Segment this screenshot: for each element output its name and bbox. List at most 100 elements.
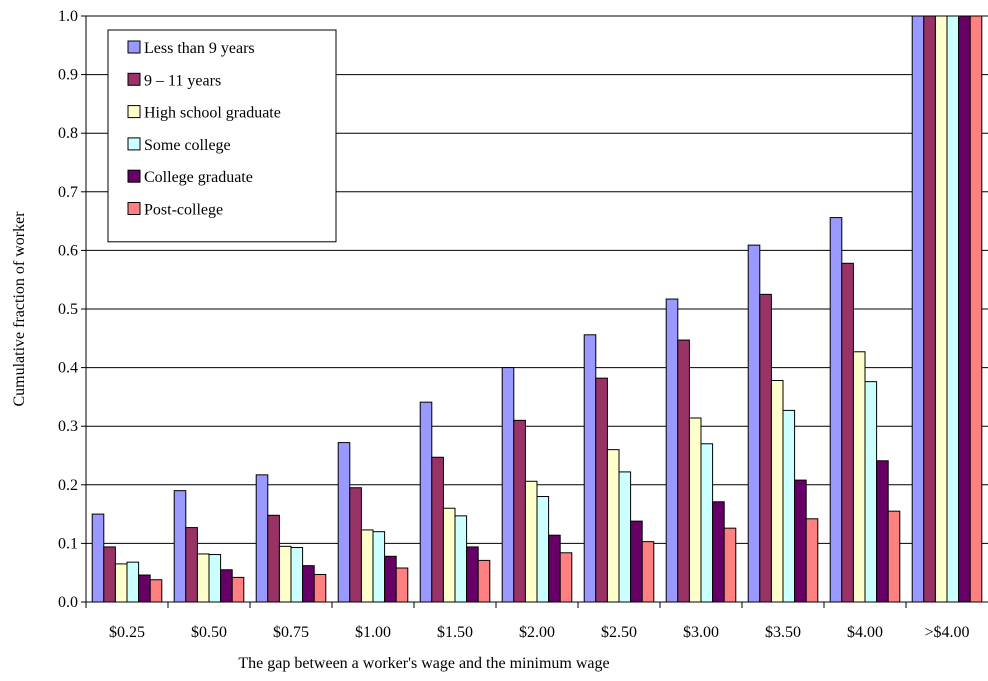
x-axis-title: The gap between a worker's wage and the … — [238, 655, 609, 672]
bar — [969, 15, 983, 603]
y-tick-label: 0.9 — [58, 67, 78, 84]
bar — [138, 574, 151, 603]
y-tick-label: 0.1 — [58, 535, 78, 552]
bar — [688, 417, 702, 603]
bar — [606, 449, 620, 603]
x-tick-label: $0.25 — [109, 624, 145, 641]
bar — [712, 501, 725, 603]
bar — [805, 518, 819, 603]
legend-swatch — [127, 40, 141, 54]
bar — [641, 541, 655, 603]
bar — [185, 527, 198, 603]
legend-swatch — [127, 72, 141, 86]
y-tick-label: 0.5 — [58, 301, 78, 318]
legend-label: Post-college — [144, 202, 223, 219]
bar — [173, 490, 187, 603]
bar — [126, 561, 140, 603]
legend-swatch — [127, 137, 141, 151]
x-tick-label: $1.00 — [355, 624, 391, 641]
y-axis-title: Cumulative fraction of worker — [11, 211, 28, 407]
x-tick-label: >$4.00 — [924, 624, 969, 641]
legend-swatch — [127, 202, 141, 215]
bar — [442, 507, 456, 603]
x-tick-label: $2.00 — [519, 624, 555, 641]
y-tick-label: 0.0 — [58, 594, 78, 611]
x-tick-label: $2.50 — [601, 624, 637, 641]
bar — [395, 567, 409, 603]
bar — [466, 546, 479, 603]
bar — [231, 576, 245, 603]
bar — [864, 381, 878, 603]
bar — [349, 487, 362, 603]
bars — [91, 15, 983, 603]
bar — [794, 479, 807, 603]
x-tick-label: $0.75 — [273, 624, 309, 641]
bar — [372, 531, 386, 603]
bar — [876, 460, 889, 603]
y-tick-label: 0.6 — [58, 242, 78, 259]
bar — [91, 513, 105, 603]
bar — [618, 471, 632, 603]
bar — [841, 262, 854, 603]
legend-box — [107, 29, 337, 243]
bar — [911, 15, 925, 603]
bar — [759, 293, 772, 603]
legend-swatch — [127, 105, 141, 119]
bar — [267, 514, 280, 603]
bar — [302, 565, 315, 603]
bar — [513, 419, 526, 603]
legend: Less than 9 years 9 – 11 years High school… — [107, 29, 337, 243]
y-tick-label: 0.2 — [58, 477, 78, 494]
bar — [337, 442, 351, 603]
bar — [595, 377, 608, 603]
bar — [747, 244, 761, 603]
bar — [630, 520, 643, 603]
bar — [114, 563, 128, 603]
x-tick-label: $3.50 — [765, 624, 801, 641]
bar — [290, 547, 304, 603]
legend-label: Less than 9 years — [144, 40, 255, 57]
bar — [149, 579, 163, 603]
bar — [536, 496, 550, 603]
y-tick-label: 1.0 — [58, 8, 78, 25]
bar — [313, 573, 327, 603]
bar — [677, 339, 690, 603]
y-tick-label: 0.8 — [58, 125, 78, 142]
x-tick-label: $1.50 — [437, 624, 473, 641]
legend-label: Some college — [144, 137, 231, 154]
bar — [958, 15, 971, 603]
y-tick-label: 0.3 — [58, 418, 78, 435]
bar — [548, 534, 561, 603]
bar — [782, 409, 796, 603]
axes: 0.0 0.1 0.2 0.3 0.4 0.5 0.6 0.7 0.8 0.9 1.0 $0.25 $0… — [58, 8, 988, 641]
x-tick-label: $3.00 — [683, 624, 719, 641]
legend-label: High school graduate — [144, 105, 281, 122]
bar — [208, 554, 222, 603]
legend-label: 9 – 11 years — [144, 72, 221, 89]
bar — [220, 569, 233, 603]
x-tick-label: $4.00 — [847, 624, 883, 641]
bar — [360, 529, 374, 603]
bar — [454, 515, 468, 603]
bar — [255, 474, 269, 603]
bar — [431, 456, 444, 603]
bar — [524, 480, 538, 603]
bar — [501, 367, 515, 603]
bar — [946, 15, 960, 603]
bar — [583, 334, 597, 603]
bar — [559, 552, 573, 603]
x-tick-label: $0.50 — [191, 624, 227, 641]
bar — [829, 217, 843, 603]
bar — [103, 546, 116, 603]
bar — [852, 351, 866, 603]
bar — [384, 555, 397, 603]
bar — [665, 298, 679, 603]
bar — [723, 527, 737, 603]
legend-swatch — [127, 169, 141, 183]
bar — [419, 401, 433, 603]
bar — [887, 510, 901, 603]
bar — [934, 15, 948, 603]
bar — [477, 559, 491, 603]
bar — [196, 553, 210, 603]
